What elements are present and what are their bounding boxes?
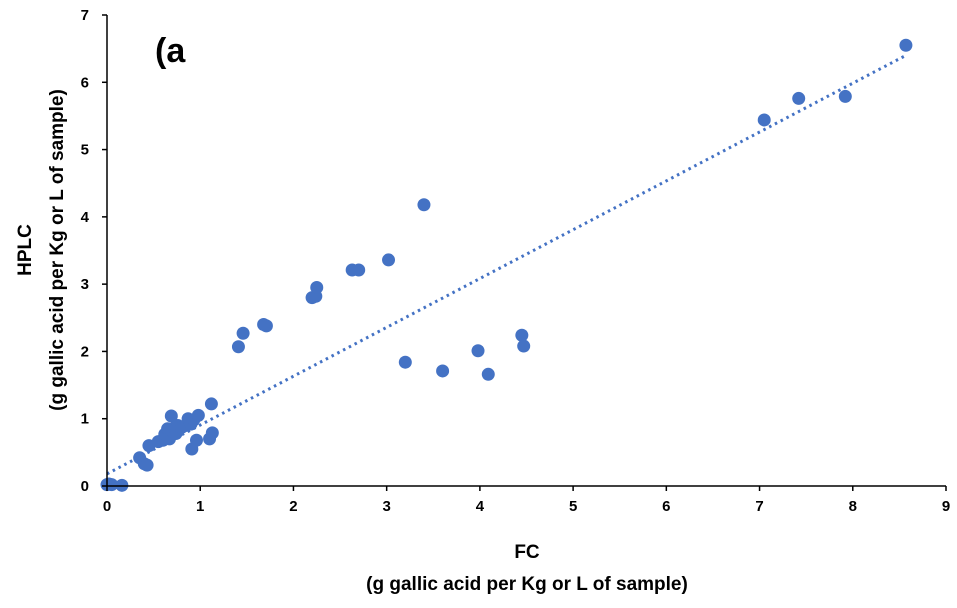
data-point <box>436 364 450 378</box>
y-tick-label: 7 <box>81 7 89 24</box>
x-tick-label: 9 <box>942 498 950 515</box>
data-point <box>189 433 203 447</box>
trendline-layer <box>106 54 907 476</box>
y-axis-subtitle: (g gallic acid per Kg or L of sample) <box>47 89 68 411</box>
x-tick-label: 8 <box>849 498 857 515</box>
x-tick-label: 1 <box>196 498 204 515</box>
x-axis-title: FC <box>514 542 540 563</box>
data-point <box>471 344 485 358</box>
y-tick-label: 4 <box>81 209 90 226</box>
data-point <box>899 38 913 52</box>
x-tick-label: 6 <box>662 498 670 515</box>
data-point <box>191 408 205 422</box>
data-point <box>204 397 218 411</box>
y-tick-label: 3 <box>81 276 89 293</box>
data-point <box>259 319 273 333</box>
axes <box>106 15 946 487</box>
data-point <box>517 339 531 353</box>
x-axis-subtitle: (g gallic acid per Kg or L of sample) <box>366 574 688 595</box>
data-point <box>481 367 495 381</box>
trendline <box>106 54 907 476</box>
data-point <box>231 340 245 354</box>
x-tick-label: 5 <box>569 498 577 515</box>
x-tick-label: 4 <box>476 498 485 515</box>
data-point <box>205 426 219 440</box>
data-point <box>164 409 178 423</box>
y-tick-label: 2 <box>81 343 89 360</box>
x-ticks: 0 1 2 3 4 5 6 7 8 9 <box>103 486 950 515</box>
data-point <box>838 89 852 103</box>
data-point <box>310 281 324 295</box>
x-tick-label: 0 <box>103 498 111 515</box>
x-tick-label: 7 <box>755 498 763 515</box>
data-point <box>757 113 771 127</box>
data-point <box>105 478 119 492</box>
y-axis-title: HPLC <box>15 224 36 276</box>
y-tick-label: 0 <box>81 478 89 495</box>
data-point <box>382 253 396 267</box>
data-point <box>515 328 529 342</box>
y-tick-label: 5 <box>81 142 89 159</box>
panel-label: (a <box>155 32 186 70</box>
data-point <box>352 263 366 277</box>
y-tick-label: 6 <box>81 74 89 91</box>
data-point <box>140 458 154 472</box>
data-point <box>792 91 806 105</box>
y-tick-label: 1 <box>81 411 89 428</box>
data-point <box>236 326 250 340</box>
y-ticks: 0 1 2 3 4 5 6 7 <box>81 7 107 495</box>
x-tick-label: 3 <box>382 498 390 515</box>
data-point <box>398 355 412 369</box>
data-point <box>417 198 431 212</box>
x-tick-label: 2 <box>289 498 297 515</box>
